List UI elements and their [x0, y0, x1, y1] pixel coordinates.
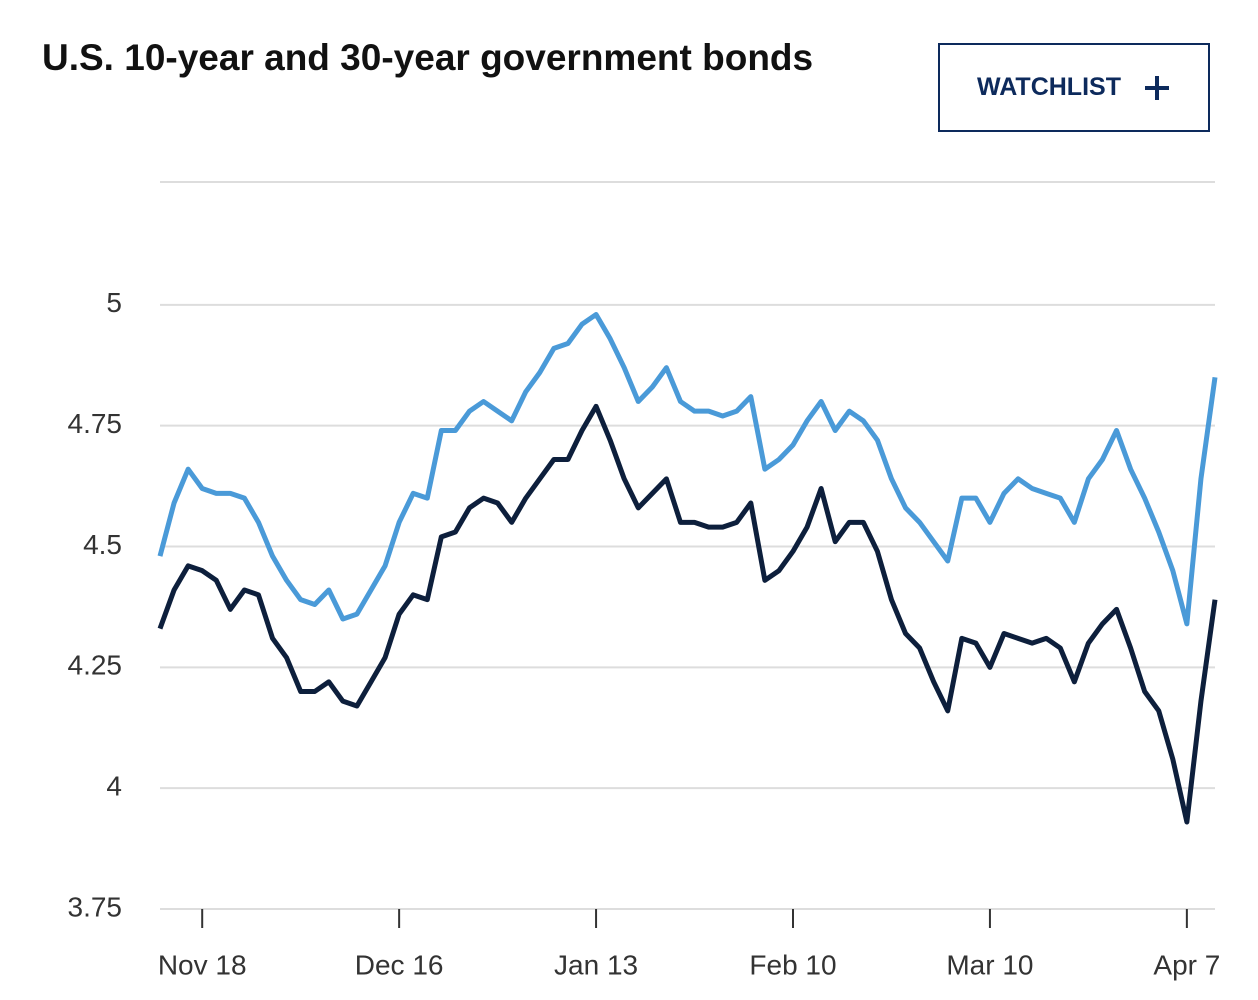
chart-title: U.S. 10-year and 30-year government bond…: [42, 37, 814, 78]
x-tick-label: Mar 10: [946, 949, 1033, 980]
y-tick-label: 5: [106, 287, 122, 318]
watchlist-label: WATCHLIST: [977, 73, 1121, 101]
y-tick-label: 4.5: [83, 529, 122, 560]
line-series: [157, 403, 1218, 825]
x-tick-label: Nov 18: [158, 949, 247, 980]
x-tick-label: Jan 13: [554, 949, 638, 980]
y-tick-label: 4.25: [68, 650, 123, 681]
watchlist-button[interactable]: WATCHLIST: [938, 43, 1210, 132]
y-tick-label: 3.75: [68, 891, 123, 922]
plus-icon: [1144, 75, 1169, 100]
x-tick-label: Feb 10: [749, 949, 836, 980]
x-tick-label: Apr 7: [1153, 949, 1220, 980]
x-tick-label: Dec 16: [355, 949, 444, 980]
y-tick-label: 4.75: [68, 408, 123, 439]
y-tick-label: 4: [106, 771, 122, 802]
line-series: [157, 312, 1218, 627]
